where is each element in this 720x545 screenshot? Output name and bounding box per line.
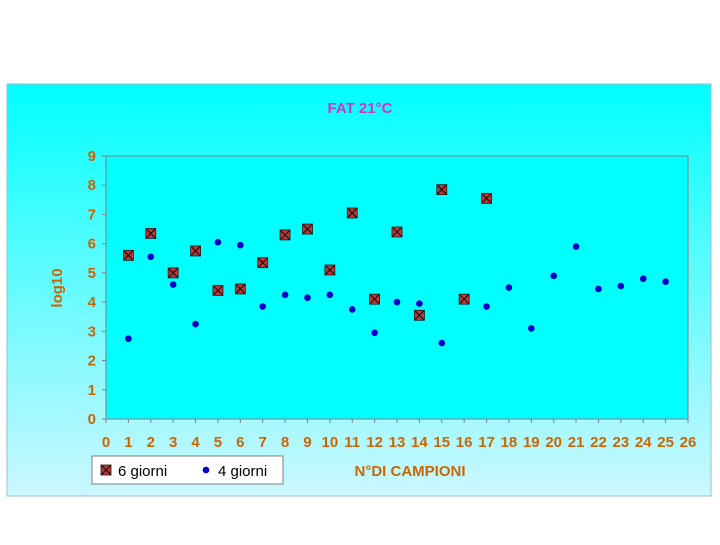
y-tick-label: 5 [88,265,96,282]
point-6-giorni [167,267,179,279]
y-tick-label: 2 [88,353,96,370]
point-4-giorni [572,243,580,250]
point-4-giorni [304,294,311,302]
point-4-giorni [393,298,401,306]
point-4-giorni [550,272,557,280]
legend-marker-6-giorni [100,464,112,476]
point-6-giorni [279,229,291,241]
point-4-giorni [371,329,378,337]
x-tick-label: 17 [478,434,495,451]
point-4-giorni [281,291,289,299]
x-tick-label: 23 [613,434,630,451]
x-tick-label: 18 [501,434,518,451]
x-tick-label: 22 [590,434,607,451]
point-6-giorni [391,226,403,238]
point-6-giorni [302,223,313,235]
point-6-giorni [122,249,134,261]
point-4-giorni [147,253,155,261]
x-tick-label: 10 [322,434,339,451]
point-6-giorni [324,264,336,276]
point-6-giorni [436,184,448,196]
x-tick-label: 26 [680,434,697,451]
y-axis-label: log10 [49,268,66,307]
point-4-giorni [125,335,132,342]
x-tick-label: 16 [456,434,473,451]
point-4-giorni [259,303,266,310]
legend-label-4-giorni: 4 giorni [218,463,267,480]
point-6-giorni [212,284,224,296]
point-4-giorni [214,238,222,246]
point-4-giorni [639,275,647,283]
point-4-giorni [505,284,513,291]
point-6-giorni [257,257,269,269]
x-tick-label: 5 [214,434,222,451]
x-tick-label: 1 [124,434,132,451]
legend: 6 giorni 4 giorni [91,455,284,485]
legend-label-6-giorni: 6 giorni [118,463,167,480]
x-tick-label: 4 [191,434,200,451]
point-6-giorni [145,227,157,239]
y-tick-label: 7 [88,206,96,223]
point-4-giorni [326,291,334,299]
x-tick-label: 0 [102,434,110,451]
plot-area [105,155,689,420]
y-tick-label: 9 [88,148,96,165]
x-tick-label: 11 [344,434,360,451]
point-4-giorni [416,300,423,307]
point-6-giorni [234,283,246,295]
point-4-giorni [169,281,177,288]
y-tick-label: 1 [88,382,96,399]
x-tick-label: 13 [389,434,406,451]
point-4-giorni [595,285,602,293]
point-4-giorni [617,282,625,290]
point-4-giorni [192,320,199,328]
x-tick-label: 21 [568,434,585,451]
x-tick-label: 8 [281,434,289,451]
x-tick-label: 20 [545,434,562,451]
legend-box [91,455,284,485]
x-tick-label: 15 [433,434,450,451]
x-axis-ticks: 0 1 2 3 4 5 6 7 8 9 10 11 12 13 14 15 16 17 18 19 20 21 22 23 24… [102,419,697,451]
y-tick-label: 6 [88,236,96,253]
x-tick-label: 24 [635,434,652,451]
point-4-giorni [348,306,356,313]
point-4-giorni [662,278,669,285]
y-axis-ticks: 0 1 2 3 4 5 6 7 8 9 [88,148,106,428]
point-6-giorni [369,293,381,305]
x-tick-label: 7 [259,434,267,451]
point-6-giorni [458,293,470,305]
point-6-giorni [190,245,201,257]
x-tick-label: 6 [236,434,244,451]
x-tick-label: 12 [366,434,383,451]
x-tick-label: 9 [303,434,311,451]
data-points [122,184,669,347]
point-6-giorni [346,207,358,219]
y-tick-label: 0 [88,411,96,428]
chart-title: FAT 21°C [328,100,393,117]
x-axis-label: N°DI CAMPIONI [355,463,466,480]
x-tick-label: 25 [657,434,674,451]
point-6-giorni [481,192,492,204]
y-tick-label: 8 [88,177,96,194]
point-4-giorni [237,241,244,249]
x-tick-label: 3 [169,434,177,451]
x-tick-label: 19 [523,434,540,451]
point-6-giorni [413,309,425,321]
y-tick-label: 3 [88,323,96,340]
point-4-giorni [483,303,490,310]
x-tick-label: 14 [411,434,428,451]
point-4-giorni [528,325,535,332]
x-tick-label: 2 [147,434,155,451]
y-tick-label: 4 [88,294,97,311]
legend-marker-4-giorni [202,466,210,474]
point-4-giorni [438,339,446,347]
